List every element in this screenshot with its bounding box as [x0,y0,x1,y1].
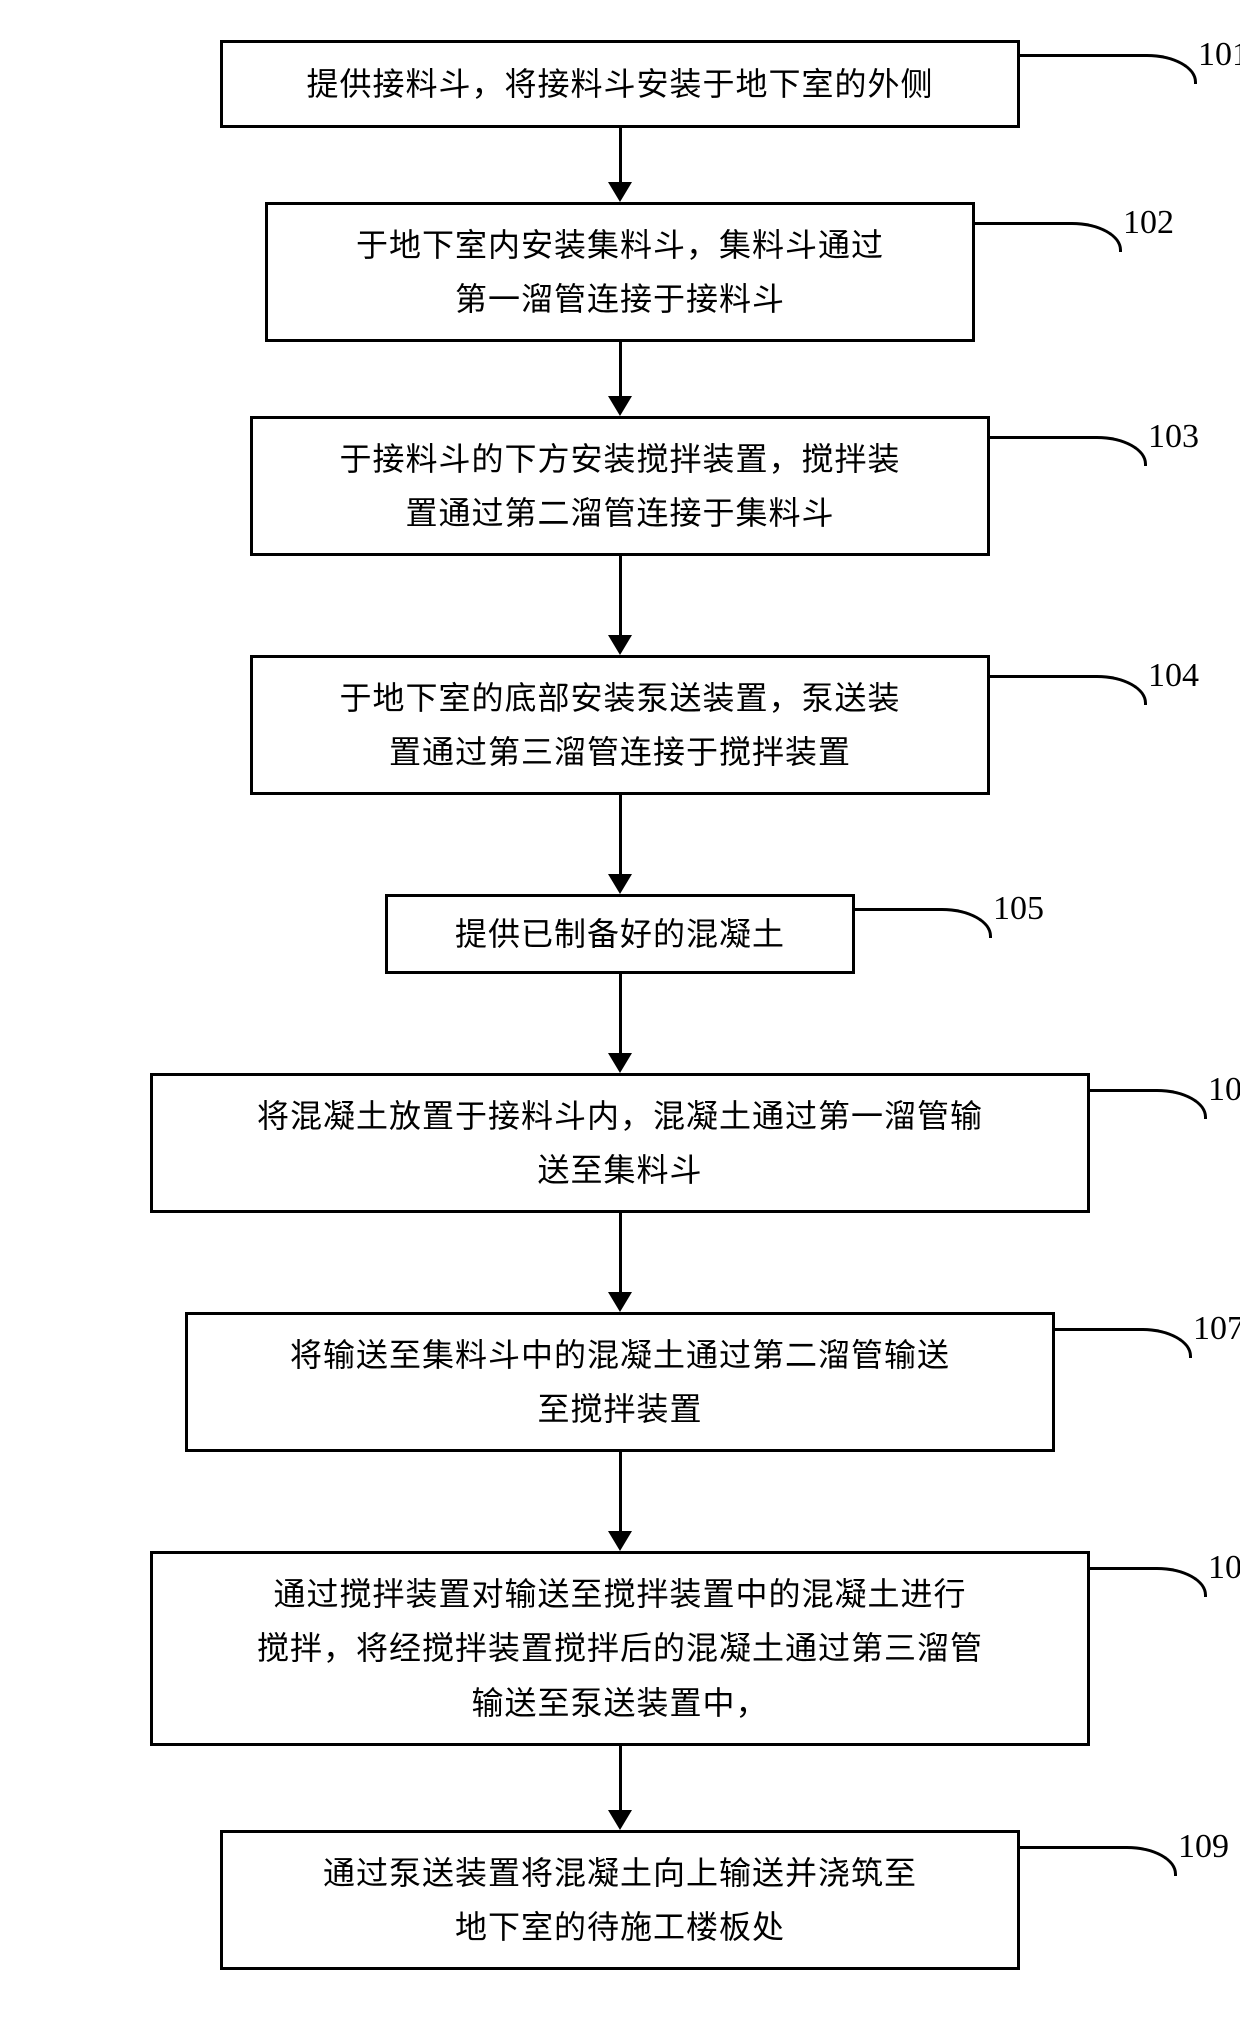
arrowhead-icon [608,396,632,416]
arrowhead-icon [608,1292,632,1312]
leader-line [1090,1567,1150,1570]
step-text: 提供已制备好的混凝土 [455,907,785,961]
step-109: 通过泵送装置将混凝土向上输送并浇筑至 地下室的待施工楼板处 109 [0,1830,1240,1970]
leader-line [1090,1089,1150,1092]
connector [608,556,632,655]
connector-line [619,1746,622,1811]
connector-line [619,128,622,183]
step-108: 通过搅拌装置对输送至搅拌装置中的混凝土进行 搅拌，将经搅拌装置搅拌后的混凝土通过… [0,1551,1240,1746]
step-text: 将输送至集料斗中的混凝土通过第二溜管输送 至搅拌装置 [290,1328,950,1437]
leader-line [990,436,1090,439]
connector-line [619,342,622,397]
step-text: 提供接料斗，将接料斗安装于地下室的外侧 [306,57,933,111]
step-box: 通过泵送装置将混凝土向上输送并浇筑至 地下室的待施工楼板处 [220,1830,1020,1970]
arrowhead-icon [608,182,632,202]
step-105: 提供已制备好的混凝土105 [0,894,1240,974]
connector [608,795,632,894]
arrowhead-icon [608,1531,632,1551]
step-label: 108 [1208,1549,1240,1587]
connector-line [619,974,622,1054]
step-104: 于地下室的底部安装泵送装置，泵送装 置通过第三溜管连接于搅拌装置 104 [0,655,1240,795]
connector-line [619,1213,622,1293]
step-text: 于地下室的底部安装泵送装置，泵送装 置通过第三溜管连接于搅拌装置 [339,671,900,780]
step-box: 提供已制备好的混凝土 [385,894,855,974]
leader-curve [1132,1328,1192,1358]
connector-line [619,556,622,636]
leader-line [975,222,1065,225]
leader-curve [932,908,992,938]
leader-line [990,675,1090,678]
connector [608,1746,632,1830]
arrowhead-icon [608,874,632,894]
step-box: 将输送至集料斗中的混凝土通过第二溜管输送 至搅拌装置 [185,1312,1055,1452]
connector [608,1213,632,1312]
leader-line [1020,1846,1120,1849]
step-box: 通过搅拌装置对输送至搅拌装置中的混凝土进行 搅拌，将经搅拌装置搅拌后的混凝土通过… [150,1551,1090,1746]
step-102: 于地下室内安装集料斗，集料斗通过 第一溜管连接于接料斗 102 [0,202,1240,342]
step-label: 103 [1148,418,1199,456]
connector [608,342,632,416]
leader-curve [1137,54,1197,84]
leader-curve [1087,436,1147,466]
leader-line [1055,1328,1135,1331]
step-box: 于地下室的底部安装泵送装置，泵送装 置通过第三溜管连接于搅拌装置 [250,655,990,795]
step-label: 101 [1198,36,1240,74]
step-box: 于接料斗的下方安装搅拌装置，搅拌装 置通过第二溜管连接于集料斗 [250,416,990,556]
leader-curve [1147,1089,1207,1119]
leader-curve [1117,1846,1177,1876]
arrowhead-icon [608,1053,632,1073]
step-text: 将混凝土放置于接料斗内，混凝土通过第一溜管输 送至集料斗 [257,1089,983,1198]
leader-line [855,908,935,911]
step-label: 104 [1148,657,1199,695]
step-text: 通过搅拌装置对输送至搅拌装置中的混凝土进行 搅拌，将经搅拌装置搅拌后的混凝土通过… [257,1567,983,1730]
step-box: 将混凝土放置于接料斗内，混凝土通过第一溜管输 送至集料斗 [150,1073,1090,1213]
leader-curve [1147,1567,1207,1597]
step-text: 于地下室内安装集料斗，集料斗通过 第一溜管连接于接料斗 [356,218,884,327]
step-text: 通过泵送装置将混凝土向上输送并浇筑至 地下室的待施工楼板处 [323,1846,917,1955]
leader-curve [1062,222,1122,252]
leader-curve [1087,675,1147,705]
step-101: 提供接料斗，将接料斗安装于地下室的外侧101 [0,40,1240,128]
connector-line [619,795,622,875]
step-103: 于接料斗的下方安装搅拌装置，搅拌装 置通过第二溜管连接于集料斗 103 [0,416,1240,556]
connector [608,974,632,1073]
connector [608,1452,632,1551]
connector [608,128,632,202]
step-label: 106 [1208,1071,1240,1109]
arrowhead-icon [608,635,632,655]
step-label: 102 [1123,204,1174,242]
connector-line [619,1452,622,1532]
step-text: 于接料斗的下方安装搅拌装置，搅拌装 置通过第二溜管连接于集料斗 [339,432,900,541]
flowchart-container: 提供接料斗，将接料斗安装于地下室的外侧101 于地下室内安装集料斗，集料斗通过 第… [0,40,1240,1970]
step-box: 于地下室内安装集料斗，集料斗通过 第一溜管连接于接料斗 [265,202,975,342]
step-label: 107 [1193,1310,1240,1348]
step-106: 将混凝土放置于接料斗内，混凝土通过第一溜管输 送至集料斗 106 [0,1073,1240,1213]
step-107: 将输送至集料斗中的混凝土通过第二溜管输送 至搅拌装置 107 [0,1312,1240,1452]
step-label: 109 [1178,1828,1229,1866]
leader-line [1020,54,1140,57]
arrowhead-icon [608,1810,632,1830]
step-box: 提供接料斗，将接料斗安装于地下室的外侧 [220,40,1020,128]
step-label: 105 [993,890,1044,928]
